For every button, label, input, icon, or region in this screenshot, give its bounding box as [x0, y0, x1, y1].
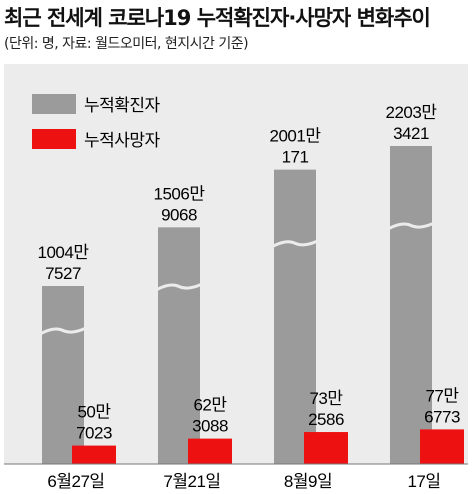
bar-confirmed [42, 286, 84, 464]
bar-deaths [304, 432, 348, 464]
data-label-confirmed: 2203만 [386, 103, 438, 122]
data-label-deaths: 2586 [308, 410, 344, 429]
axis-break-mark [40, 327, 86, 335]
data-label-confirmed: 1506만 [154, 184, 206, 203]
x-axis-labels: 6월27일 7월21일 8월9일 17일 [47, 472, 441, 491]
bar-confirmed [158, 227, 200, 464]
x-tick-label: 17일 [407, 472, 440, 491]
data-label-confirmed: 3421 [393, 124, 429, 143]
legend-label-deaths: 누적사망자 [84, 131, 161, 150]
legend: 누적확진자 누적사망자 [32, 94, 161, 150]
data-label-confirmed: 9068 [161, 205, 197, 224]
chart-title: 최근 전세계 코로나19 누적확진자·사망자 변화추이 [4, 6, 431, 30]
x-tick-label: 7월21일 [163, 472, 220, 491]
data-label-deaths: 77만 [425, 386, 459, 405]
data-label-confirmed: 1004만 [38, 243, 90, 262]
bars-layer: 1004만 7527 50만 7023 1506만 9068 62만 3088 2001만 171… [38, 103, 464, 464]
data-label-deaths: 3088 [192, 417, 228, 436]
chart-subtitle: (단위: 명, 자료: 월드오미터, 현지시간 기준) [4, 36, 249, 52]
axis-break-mark [272, 239, 318, 248]
bar-deaths [420, 429, 464, 464]
bar-deaths [72, 445, 116, 464]
legend-swatch-deaths [32, 129, 76, 149]
data-label-confirmed: 171 [282, 148, 309, 167]
axis-break-mark [156, 283, 202, 291]
bar-confirmed [274, 169, 316, 464]
bar-deaths [188, 438, 232, 464]
data-label-confirmed: 7527 [45, 264, 81, 283]
legend-swatch-confirmed [32, 94, 76, 114]
data-label-deaths: 6773 [424, 407, 460, 426]
bar-confirmed [390, 146, 432, 464]
data-label-deaths: 50만 [77, 403, 111, 422]
data-label-deaths: 7023 [76, 424, 112, 443]
data-label-deaths: 62만 [193, 396, 227, 415]
legend-label-confirmed: 누적확진자 [84, 96, 161, 115]
data-label-deaths: 73만 [309, 389, 343, 408]
data-label-confirmed: 2001만 [270, 127, 322, 146]
x-tick-label: 8월9일 [284, 472, 332, 491]
x-tick-label: 6월27일 [47, 472, 104, 491]
axis-break-mark [388, 222, 434, 230]
